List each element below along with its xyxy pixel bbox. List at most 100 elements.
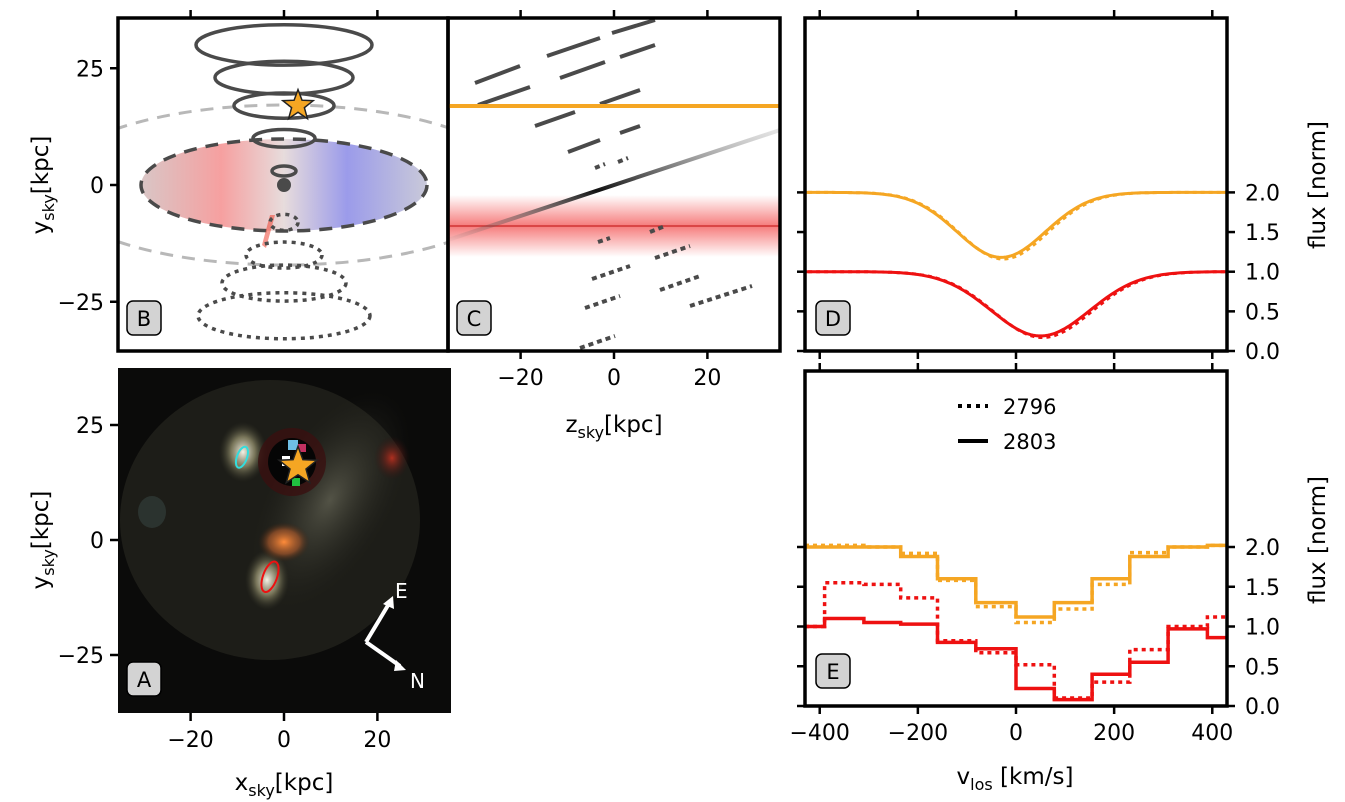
star-marker-a [276, 444, 320, 485]
y-tick-label: 1.0 [1245, 616, 1280, 641]
y-tick-label: 0.0 [1245, 340, 1280, 365]
pixel-artifact-3 [292, 478, 300, 486]
panel-c: −20 0 20 C zsky[kpc] [446, 10, 782, 442]
star-marker-b [280, 87, 316, 121]
y-tick-label: −25 [58, 644, 104, 669]
cone-ring-below [220, 263, 348, 303]
cone-rings-above [194, 22, 374, 178]
ring-segment [584, 294, 621, 310]
legend-label-2796: 2796 [1003, 395, 1056, 419]
cone-ring-above [194, 22, 374, 67]
galaxy-a-left-blob [138, 496, 166, 528]
ring-segment [474, 64, 521, 85]
diagonal-sightline [448, 128, 780, 242]
cone-ring-below [196, 291, 372, 341]
ring-segment [579, 334, 616, 350]
ring-segment [534, 110, 576, 128]
cone-ring-below [244, 240, 324, 270]
compass: E N [364, 579, 425, 693]
red-ellipse [260, 560, 280, 594]
x-tick-label: −20 [167, 728, 213, 753]
panel-a-xlabel: xsky[kpc] [235, 770, 334, 800]
ring-segment [619, 43, 656, 59]
panel-e-tag-box [815, 653, 851, 689]
galaxy-a-upper [219, 422, 267, 482]
compass-n-arrow [364, 640, 402, 668]
galaxy-a-red-right [374, 436, 410, 480]
x-tick-label: 400 [1191, 721, 1233, 746]
model-profile-dotted [805, 190, 1227, 261]
compass-n-head [394, 660, 406, 671]
y-tick-label: 0 [90, 529, 104, 554]
y-tick-label: 2.0 [1245, 181, 1280, 206]
cone-ring-above [213, 59, 355, 96]
panel-d-tag-box [815, 300, 851, 336]
compass-e-head [383, 596, 394, 609]
ring-segment [659, 274, 701, 292]
y-tick-label: 25 [76, 57, 104, 82]
x-tick-label: −20 [497, 366, 543, 391]
x-tick-label: 20 [363, 728, 391, 753]
ring-segment [546, 36, 601, 58]
model-profile-solid [805, 190, 1227, 259]
panel-e-xlabel: vlos [km/s] [957, 764, 1074, 794]
panel-c-tag: C [467, 307, 482, 331]
panel-b-tag-box [126, 300, 162, 336]
panel-b: −25 0 25 B ysky[kpc] [28, 10, 450, 353]
svg-text:ysky[kpc]: ysky[kpc] [28, 491, 58, 590]
y-tick-label: 2.0 [1245, 536, 1280, 561]
projected-rings [474, 18, 753, 350]
x-tick-label: −200 [888, 721, 948, 746]
step-spectrum-2796-red [805, 581, 1227, 700]
step-spectrum-2803-orange [805, 543, 1227, 619]
y-tick-label: 0.0 [1245, 695, 1280, 720]
compass-n-label: N [410, 669, 425, 693]
y-tick-label: 1.5 [1245, 576, 1280, 601]
panel-a-tag-box [126, 661, 162, 697]
pixel-artifact-1 [288, 440, 298, 450]
pixel-artifact-2 [298, 444, 306, 452]
compass-e-label: E [395, 579, 408, 603]
x-tick-label: 0 [277, 728, 291, 753]
cone-ring-above [270, 164, 298, 178]
cone-rings-below [196, 212, 372, 341]
svg-text:ysky[kpc]: ysky[kpc] [28, 136, 58, 235]
x-tick-label: −400 [790, 721, 850, 746]
ring-segment [619, 124, 641, 135]
model-profile-solid [805, 270, 1227, 338]
cyan-ellipse [234, 445, 249, 469]
ring-segment [649, 224, 666, 234]
y-tick-label: 0.5 [1245, 655, 1280, 680]
svg-text:flux [norm]: flux [norm] [1305, 121, 1331, 249]
ring-segment [689, 284, 753, 308]
panel-c-tag-box [456, 300, 492, 336]
ring-segment [567, 138, 601, 154]
compass-e-arrow [364, 600, 392, 644]
legend-label-2803: 2803 [1003, 430, 1056, 454]
ring-segment [591, 264, 631, 281]
x-tick-label: 0 [1009, 721, 1023, 746]
ring-segment [617, 156, 629, 164]
ring-segment [559, 60, 606, 80]
y-tick-label: 1.5 [1245, 221, 1280, 246]
y-tick-label: 0.5 [1245, 300, 1280, 325]
panel-b-ylabel: ysky[kpc] [28, 136, 58, 235]
step-spectrum-2803-red [805, 616, 1227, 702]
red-streak [262, 215, 275, 248]
x-tick-label: 200 [1093, 721, 1135, 746]
ring-segment [597, 236, 611, 244]
galaxy-disk-outline [139, 137, 429, 233]
ring-segment [477, 85, 531, 107]
panel-a-ylabel: ysky[kpc] [28, 491, 58, 590]
y-tick-label: 1.0 [1245, 261, 1280, 286]
panel-a-tag: A [137, 668, 152, 692]
panel-c-xlabel: zsky[kpc] [565, 412, 662, 442]
panel-d-tag: D [825, 307, 841, 331]
ring-segment [654, 244, 691, 260]
legend: 2796 2803 [958, 395, 1056, 454]
y-tick-label: 0 [90, 174, 104, 199]
panel-b-tag: B [137, 307, 151, 331]
step-spectrum-2796-orange [805, 543, 1227, 625]
panel-e: −400 −200 0 200 400 0.0 0.5 1.0 1.5 2.0 2796 2803… [790, 363, 1331, 794]
x-tick-label: 0 [607, 366, 621, 391]
